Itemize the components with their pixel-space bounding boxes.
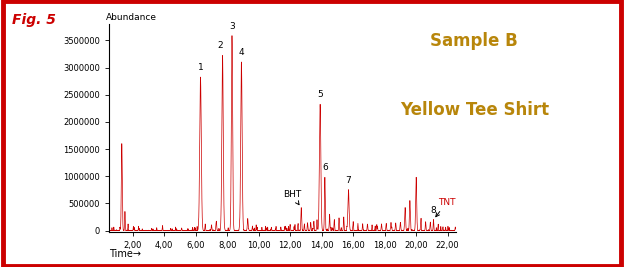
Text: TNT: TNT <box>436 198 456 217</box>
Text: 3: 3 <box>229 22 235 31</box>
Text: Yellow Tee Shirt: Yellow Tee Shirt <box>400 101 548 119</box>
Text: Time→: Time→ <box>109 249 141 259</box>
Text: Sample B: Sample B <box>431 32 518 50</box>
Text: 7: 7 <box>346 176 351 185</box>
Text: Abundance: Abundance <box>105 13 157 22</box>
Text: 4: 4 <box>238 48 244 57</box>
Text: Fig. 5: Fig. 5 <box>12 13 56 27</box>
Text: 6: 6 <box>322 163 328 172</box>
Text: BHT: BHT <box>283 190 301 205</box>
Text: 2: 2 <box>217 41 223 50</box>
Text: 8: 8 <box>431 206 436 215</box>
Text: 1: 1 <box>198 63 203 72</box>
Text: 5: 5 <box>317 91 323 99</box>
